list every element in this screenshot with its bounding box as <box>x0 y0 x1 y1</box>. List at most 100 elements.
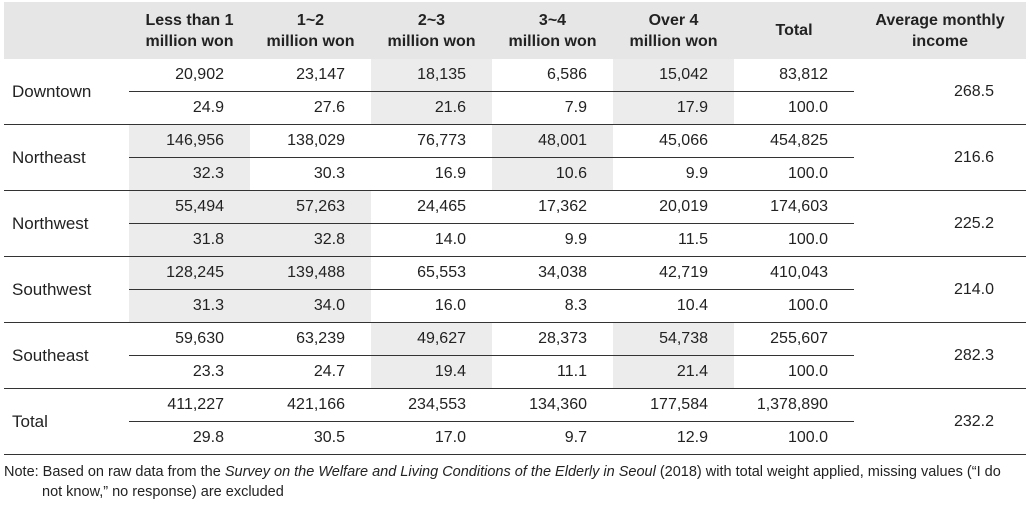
region-label: Total <box>4 388 129 455</box>
percent-cell: 16.0 <box>371 289 492 323</box>
count-cell: 45,066 <box>613 124 734 158</box>
count-cell: 1,378,890 <box>734 388 854 422</box>
region-label: Southeast <box>4 322 129 389</box>
count-cell: 20,019 <box>613 190 734 224</box>
percent-cell: 9.9 <box>492 223 613 257</box>
income-distribution-table: Less than 1 million won 1~2 million won 2~… <box>4 2 1026 455</box>
count-cell: 23,147 <box>250 59 371 92</box>
percent-cell: 24.7 <box>250 355 371 389</box>
note-line-2: not know,” no response) are excluded <box>42 484 284 500</box>
table-row: Northeast 146,956 138,029 76,773 48,001 45,06… <box>4 124 1026 191</box>
region-label: Southwest <box>4 256 129 323</box>
count-cell: 177,584 <box>613 388 734 422</box>
table-row: 31.3 34.0 16.0 8.3 10.4 100.0 <box>4 289 1026 323</box>
header-line: 3~4 <box>538 11 567 29</box>
region-label: Northeast <box>4 124 129 191</box>
percent-cell: 30.3 <box>250 157 371 191</box>
header-1-2m: 1~2 million won <box>250 2 371 59</box>
percent-cell: 100.0 <box>734 355 854 389</box>
count-cell: 146,956 <box>129 124 250 158</box>
percent-cell: 19.4 <box>371 355 492 389</box>
count-cell: 234,553 <box>371 388 492 422</box>
percent-cell: 17.9 <box>613 91 734 125</box>
header-2-3m: 2~3 million won <box>371 2 492 59</box>
count-cell: 28,373 <box>492 322 613 356</box>
table-note: Note: Based on raw data from the Survey … <box>4 462 1026 502</box>
header-3-4m: 3~4 million won <box>492 2 613 59</box>
count-cell: 139,488 <box>250 256 371 290</box>
count-cell: 63,239 <box>250 322 371 356</box>
count-cell: 454,825 <box>734 124 854 158</box>
percent-cell: 10.6 <box>492 157 613 191</box>
percent-cell: 11.5 <box>613 223 734 257</box>
count-cell: 76,773 <box>371 124 492 158</box>
table-body: Downtown 20,902 23,147 18,135 6,586 15,042 83,… <box>4 59 1026 455</box>
average-income-cell: 225.2 <box>854 190 1026 257</box>
count-cell: 54,738 <box>613 322 734 356</box>
count-cell: 83,812 <box>734 59 854 92</box>
percent-cell: 31.3 <box>129 289 250 323</box>
average-income-cell: 216.6 <box>854 124 1026 191</box>
percent-cell: 14.0 <box>371 223 492 257</box>
percent-cell: 24.9 <box>129 91 250 125</box>
average-income-cell: 232.2 <box>854 388 1026 455</box>
header-row: Less than 1 million won 1~2 million won 2~… <box>4 2 1026 59</box>
header-line: Less than 1 <box>145 11 234 29</box>
header-line: million won <box>145 32 234 50</box>
count-cell: 59,630 <box>129 322 250 356</box>
region-label: Northwest <box>4 190 129 257</box>
percent-cell: 32.3 <box>129 157 250 191</box>
table-row: 23.3 24.7 19.4 11.1 21.4 100.0 <box>4 355 1026 389</box>
percent-cell: 29.8 <box>129 421 250 455</box>
header-average-income: Average monthly income <box>854 2 1026 59</box>
percent-cell: 32.8 <box>250 223 371 257</box>
header-line: Over 4 <box>648 11 699 29</box>
percent-cell: 12.9 <box>613 421 734 455</box>
count-cell: 57,263 <box>250 190 371 224</box>
percent-cell: 34.0 <box>250 289 371 323</box>
percent-cell: 9.7 <box>492 421 613 455</box>
percent-cell: 17.0 <box>371 421 492 455</box>
header-total: Total <box>734 2 854 59</box>
percent-cell: 31.8 <box>129 223 250 257</box>
percent-cell: 21.6 <box>371 91 492 125</box>
count-cell: 42,719 <box>613 256 734 290</box>
header-region <box>4 2 129 59</box>
header-line: million won <box>387 32 476 50</box>
region-label: Downtown <box>4 59 129 125</box>
percent-cell: 9.9 <box>613 157 734 191</box>
count-cell: 24,465 <box>371 190 492 224</box>
percent-cell: 23.3 <box>129 355 250 389</box>
header-line: million won <box>266 32 355 50</box>
table-row: Downtown 20,902 23,147 18,135 6,586 15,042 83,… <box>4 59 1026 125</box>
count-cell: 6,586 <box>492 59 613 92</box>
average-income-cell: 268.5 <box>854 59 1026 125</box>
percent-cell: 8.3 <box>492 289 613 323</box>
count-cell: 55,494 <box>129 190 250 224</box>
header-line: income <box>911 32 968 50</box>
count-cell: 18,135 <box>371 59 492 92</box>
count-cell: 421,166 <box>250 388 371 422</box>
table-row: 29.8 30.5 17.0 9.7 12.9 100.0 <box>4 421 1026 455</box>
count-cell: 65,553 <box>371 256 492 290</box>
count-cell: 411,227 <box>129 388 250 422</box>
header-line: Average monthly <box>875 11 1005 29</box>
note-prefix: Note: Based on raw data from the <box>4 464 225 480</box>
table-row: Northwest 55,494 57,263 24,465 17,362 20,019 1… <box>4 190 1026 257</box>
percent-cell: 100.0 <box>734 91 854 125</box>
table-row: Southwest 128,245 139,488 65,553 34,038 42,71… <box>4 256 1026 323</box>
percent-cell: 11.1 <box>492 355 613 389</box>
table-row: 24.9 27.6 21.6 7.9 17.9 100.0 <box>4 91 1026 125</box>
header-less-than-1m: Less than 1 million won <box>129 2 250 59</box>
note-line-1: Note: Based on raw data from the Survey … <box>4 462 1026 482</box>
count-cell: 255,607 <box>734 322 854 356</box>
table-row: 32.3 30.3 16.9 10.6 9.9 100.0 <box>4 157 1026 191</box>
percent-cell: 7.9 <box>492 91 613 125</box>
percent-cell: 100.0 <box>734 157 854 191</box>
percent-cell: 10.4 <box>613 289 734 323</box>
header-line: 1~2 <box>296 11 325 29</box>
header-line: million won <box>508 32 597 50</box>
table-row: Total 411,227 421,166 234,553 134,360 177,584… <box>4 388 1026 455</box>
percent-cell: 100.0 <box>734 289 854 323</box>
count-cell: 174,603 <box>734 190 854 224</box>
